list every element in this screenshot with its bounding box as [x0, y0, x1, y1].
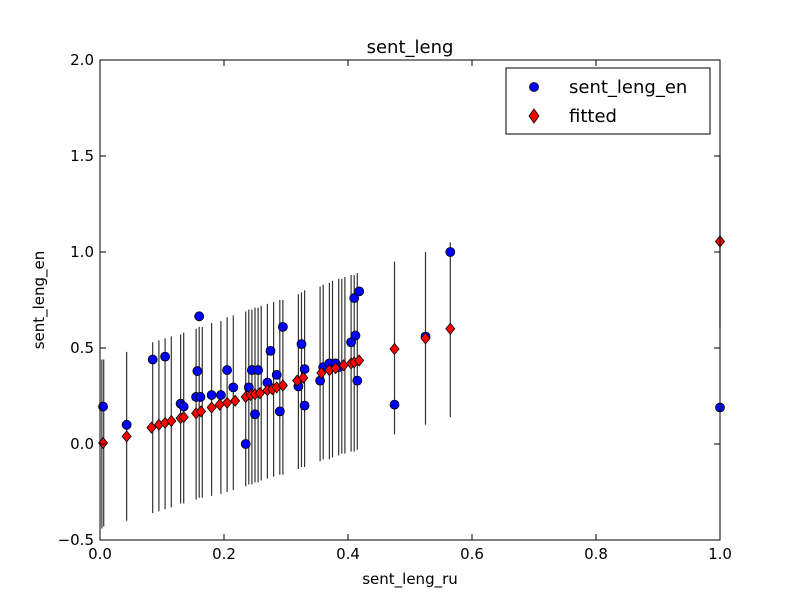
point-sent-leng-en — [222, 365, 233, 375]
point-sent-leng-en — [215, 390, 226, 400]
point-sent-leng-en — [389, 399, 400, 410]
legend-box — [505, 67, 711, 135]
point-sent-leng-en — [299, 364, 310, 375]
point-sent-leng-en — [192, 366, 203, 376]
point-fitted — [196, 405, 207, 418]
point-sent-leng-en — [350, 330, 361, 341]
x-tick-label: 0.2 — [212, 545, 236, 563]
point-sent-leng-en — [206, 390, 217, 400]
point-sent-leng-en — [277, 321, 288, 332]
point-fitted — [354, 354, 365, 367]
chart-title: sent_leng — [367, 37, 454, 58]
x-axis-label: sent_leng_ru — [362, 570, 458, 589]
point-fitted — [230, 394, 241, 407]
point-sent-leng-en — [349, 293, 360, 303]
point-sent-leng-en — [160, 351, 171, 362]
legend-label-sent-leng-en: sent_leng_en — [569, 77, 687, 98]
point-fitted — [277, 379, 288, 392]
legend-diamond-marker — [528, 108, 540, 124]
legend-circle-marker — [529, 82, 539, 92]
y-axis-label: sent_leng_en — [30, 251, 49, 350]
point-fitted — [298, 371, 309, 384]
point-sent-leng-en — [299, 400, 310, 411]
x-tick-label: 0.0 — [88, 545, 112, 563]
point-fitted — [166, 414, 177, 428]
point-sent-leng-en — [121, 419, 132, 430]
point-sent-leng-en — [147, 354, 158, 365]
point-fitted — [445, 322, 456, 335]
point-sent-leng-en — [228, 382, 239, 393]
legend: sent_leng_en fitted — [505, 67, 711, 135]
axes: 0.0 0.2 0.4 0.6 0.8 1.0−0.50.00.51.01.52.0 — [58, 51, 732, 563]
point-fitted — [330, 362, 341, 375]
y-tick-label: 1.5 — [70, 147, 94, 165]
point-sent-leng-en — [253, 365, 264, 375]
point-fitted — [121, 430, 132, 443]
y-tick-label: 0.5 — [70, 339, 94, 357]
point-sent-leng-en — [274, 406, 285, 417]
point-sent-leng-en — [352, 375, 363, 386]
data-points — [98, 235, 726, 450]
y-tick-label: 0.0 — [70, 435, 94, 453]
x-tick-label: 0.8 — [584, 545, 608, 563]
point-sent-leng-en — [265, 345, 276, 356]
point-sent-leng-en — [178, 401, 189, 412]
x-tick-label: 1.0 — [708, 545, 732, 563]
point-fitted — [222, 396, 233, 409]
x-tick-label: 0.4 — [336, 545, 360, 563]
point-fitted — [420, 332, 431, 345]
point-sent-leng-en — [250, 409, 260, 420]
point-fitted — [389, 342, 400, 356]
point-sent-leng-en — [240, 439, 251, 449]
point-sent-leng-en — [98, 401, 108, 412]
point-sent-leng-en — [445, 247, 456, 257]
x-tick-label: 0.6 — [460, 545, 484, 563]
point-sent-leng-en — [354, 286, 365, 297]
point-fitted — [316, 366, 327, 380]
point-fitted — [146, 421, 157, 434]
y-tick-label: 1.0 — [70, 243, 94, 261]
point-sent-leng-en — [296, 339, 307, 350]
point-sent-leng-en — [195, 392, 206, 402]
legend-label-fitted: fitted — [569, 106, 617, 127]
plot-frame — [99, 59, 721, 541]
y-tick-label: −0.5 — [58, 531, 94, 549]
point-fitted — [206, 401, 217, 414]
point-sent-leng-en — [194, 311, 205, 322]
point-fitted — [254, 386, 265, 400]
point-sent-leng-en — [271, 369, 282, 380]
y-tick-label: 2.0 — [70, 51, 94, 69]
point-fitted — [178, 410, 189, 424]
